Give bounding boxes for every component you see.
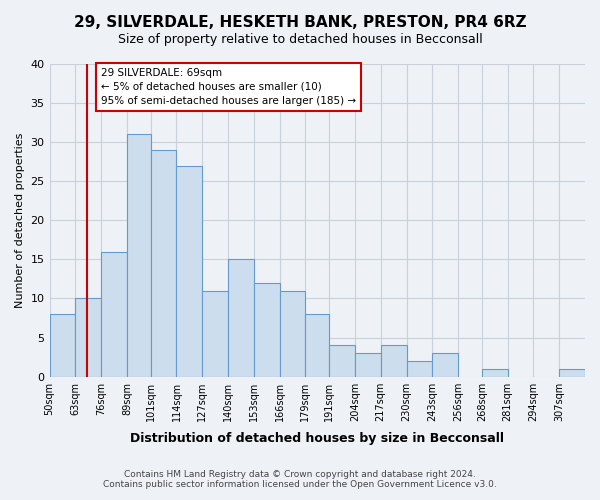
Y-axis label: Number of detached properties: Number of detached properties — [15, 132, 25, 308]
Text: 29 SILVERDALE: 69sqm
← 5% of detached houses are smaller (10)
95% of semi-detach: 29 SILVERDALE: 69sqm ← 5% of detached ho… — [101, 68, 356, 106]
X-axis label: Distribution of detached houses by size in Becconsall: Distribution of detached houses by size … — [130, 432, 504, 445]
Bar — [127, 134, 151, 376]
Text: Contains HM Land Registry data © Crown copyright and database right 2024.
Contai: Contains HM Land Registry data © Crown c… — [103, 470, 497, 489]
Bar — [432, 353, 458, 376]
Text: 29, SILVERDALE, HESKETH BANK, PRESTON, PR4 6RZ: 29, SILVERDALE, HESKETH BANK, PRESTON, P… — [74, 15, 526, 30]
Bar — [50, 314, 76, 376]
Bar — [151, 150, 176, 376]
Bar — [305, 314, 329, 376]
Text: Size of property relative to detached houses in Becconsall: Size of property relative to detached ho… — [118, 32, 482, 46]
Bar — [280, 290, 305, 376]
Bar — [559, 369, 585, 376]
Bar — [381, 346, 407, 376]
Bar — [355, 353, 381, 376]
Bar — [228, 260, 254, 376]
Bar — [407, 361, 432, 376]
Bar — [176, 166, 202, 376]
Bar — [202, 290, 228, 376]
Bar — [76, 298, 101, 376]
Bar — [254, 283, 280, 376]
Bar — [329, 346, 355, 376]
Bar — [101, 252, 127, 376]
Bar — [482, 369, 508, 376]
